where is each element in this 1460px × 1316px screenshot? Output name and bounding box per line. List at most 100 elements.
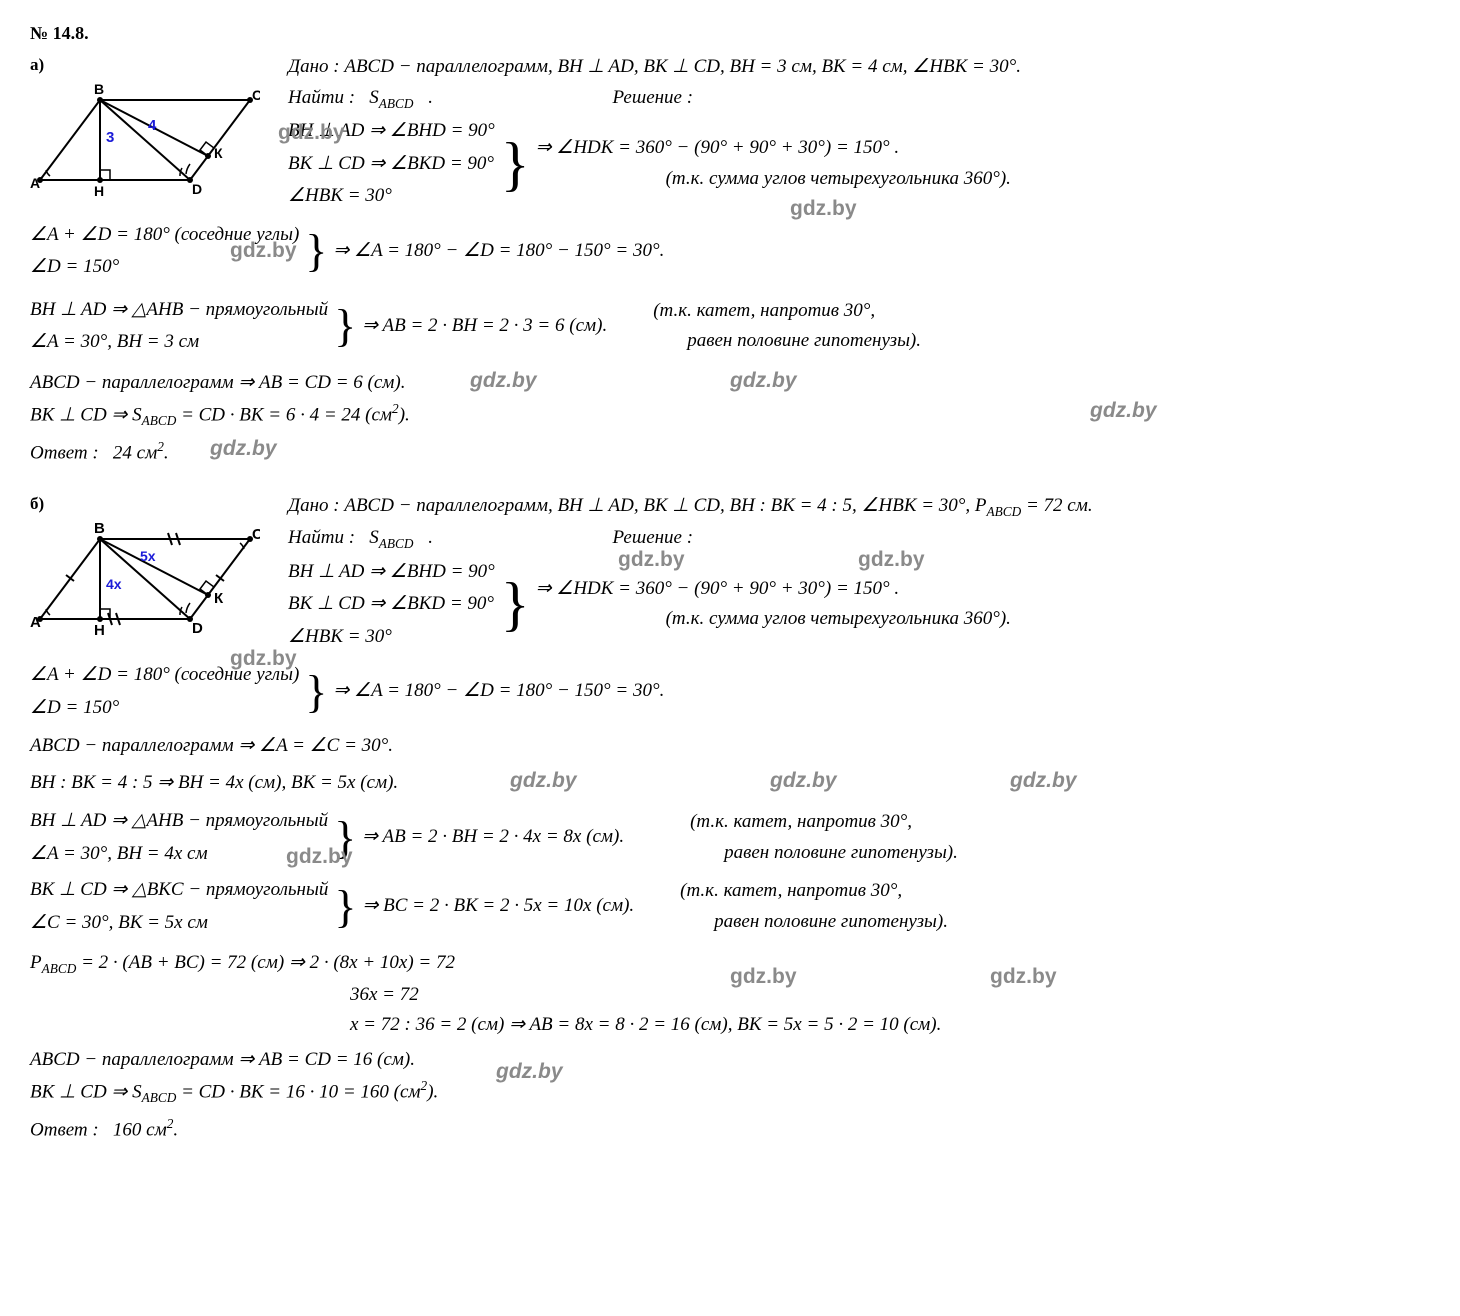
find-sym-b: S [369,527,379,548]
watermark: gdz.by [510,765,577,797]
b-ls-a: BК ⊥ CD ⇒ S [30,1082,142,1103]
a-ans-prefix: Ответ : [30,443,99,464]
b-d3-note1: (т.к. катет, напротив 30°, [690,808,958,837]
a-line5-a: BК ⊥ CD ⇒ S [30,405,142,426]
watermark: gdz.by [1090,395,1157,427]
given-sub-b: ABCD [987,504,1022,519]
b-d4-r: ⇒ BC = 2 · BК = 2 · 5x = 10x (см). [362,892,634,921]
svg-text:C: C [252,87,260,103]
brace-icon: } [501,138,530,190]
a-d2-r: ⇒ ∠A = 180° − ∠D = 180° − 150° = 30°. [333,237,664,266]
solution-label-b: Решение : [613,524,694,553]
b-perim-l1: PABCD = 2 · (AB + BC) = 72 (см) ⇒ 2 · (8… [30,949,1430,979]
svg-text:К: К [214,590,224,607]
b-line-s: BК ⊥ CD ⇒ SABCD = CD · BК = 16 · 10 = 16… [30,1076,1430,1108]
b-d4-l1: BК ⊥ CD ⇒ △BКC − прямоугольный [30,876,328,905]
brace-icon: } [334,818,356,858]
given-text-b2: = 72 см. [1021,495,1092,516]
a-d3-note1: (т.к. катет, напротив 30°, [653,297,921,326]
part-a-label: а) [30,55,44,74]
brace-icon: } [334,306,356,346]
a-d2-l2: ∠D = 150° [30,253,299,282]
watermark: gdz.by [1010,765,1077,797]
svg-text:4x: 4x [106,576,122,592]
brace-icon: } [305,672,327,712]
a-line5-b: = CD · BК = 6 · 4 = 24 (см [176,405,392,426]
b-d4-note1: (т.к. катет, напротив 30°, [680,877,948,906]
b-perim-l2: 36x = 72 [30,981,1430,1010]
a-line4-text: ABCD − параллелограмм ⇒ AB = CD = 6 (см)… [30,372,406,393]
part-b: б) A [30,490,1430,1145]
b-d3-l2: ∠A = 30°, BH = 4x см [30,840,328,869]
svg-text:D: D [192,181,202,197]
b-perim-l1-a: P [30,952,42,973]
b-line-ratio-text: BH : BК = 4 : 5 ⇒ BH = 4x (см), BК = 5x … [30,772,398,793]
b-d3-r: ⇒ AB = 2 · BH = 2 · 4x = 8x (см). [362,823,624,852]
b-perim-l1-sub: ABCD [42,961,77,976]
a-d1-l3: ∠HBК = 30° [288,182,495,211]
given-label-b: Дано : [288,495,340,516]
watermark: gdz.by [470,365,537,397]
a-line5-sup: 2 [392,401,399,416]
b-d3-note2: равен половине гипотенузы). [690,839,958,868]
diagram-a: A B C D H К 3 4 [30,80,260,200]
a-ans-val: 24 см [113,443,157,464]
b-ls-b: = CD · BК = 16 · 10 = 160 (см [176,1082,420,1103]
svg-text:5x: 5x [140,548,156,564]
a-ans-sup: 2 [157,439,164,454]
a-d3-note2: равен половине гипотенузы). [653,327,921,356]
svg-text:3: 3 [106,129,114,146]
find-sym-a: S [369,87,379,108]
watermark: gdz.by [770,765,837,797]
a-d1-r: ⇒ ∠HDК = 360° − (90° + 90° + 30°) = 150°… [536,134,1011,163]
b-ans-prefix: Ответ : [30,1120,99,1141]
find-label-a: Найти : [288,87,355,108]
a-ans-end: . [164,443,169,464]
b-ls-c: ). [427,1082,438,1103]
b-d1-l1: BH ⊥ AD ⇒ ∠BHD = 90° [288,558,495,587]
b-d1-l2: BК ⊥ CD ⇒ ∠BКD = 90° [288,590,495,619]
b-d4-note2: равен половине гипотенузы). [680,908,948,937]
b-d1-r: ⇒ ∠HDК = 360° − (90° + 90° + 30°) = 150°… [536,575,1011,604]
b-d1-note: (т.к. сумма углов четырехугольника 360°)… [536,605,1011,634]
part-a: а) A B [30,51,1430,468]
b-line-ac: ABCD − параллелограмм ⇒ ∠A = ∠C = 30°. [30,732,1430,761]
b-answer: Ответ : 160 см2. [30,1114,1430,1145]
find-sub-a: ABCD [379,95,414,110]
a-d1-note: (т.к. сумма углов четырехугольника 360°)… [536,165,1011,194]
a-d3-l2: ∠A = 30°, BH = 3 см [30,328,328,357]
a-d1-l1: BH ⊥ AD ⇒ ∠BHD = 90° [288,117,495,146]
watermark: gdz.by [210,433,277,465]
b-ans-end: . [173,1120,178,1141]
svg-text:A: A [30,614,41,631]
a-d3-r: ⇒ AB = 2 · BH = 2 · 3 = 6 (см). [362,312,607,341]
solution-label-a: Решение : [613,84,694,113]
diagram-b: A B C D H К 4x 5x [30,519,260,639]
svg-text:H: H [94,622,105,639]
find-label-b: Найти : [288,527,355,548]
svg-text:B: B [94,520,105,537]
given-label-a: Дано : [288,56,340,77]
brace-icon: } [334,887,356,927]
svg-text:D: D [192,620,203,637]
given-text-b: ABCD − параллелограмм, BH ⊥ AD, BК ⊥ CD,… [344,495,986,516]
b-d3-l1: BH ⊥ AD ⇒ △AHB − прямоугольный [30,807,328,836]
b-d1-l3: ∠HBК = 30° [288,623,495,652]
given-text-a: ABCD − параллелограмм, BH ⊥ AD, BК ⊥ CD,… [344,56,1021,77]
b-d2-l1: ∠A + ∠D = 180° (соседние углы) [30,661,299,690]
a-line5-c: ). [399,405,410,426]
b-ls-sub: ABCD [142,1090,177,1105]
b-perim-l3: x = 72 : 36 = 2 (см) ⇒ AB = 8x = 8 · 2 =… [30,1011,1430,1040]
a-d3-l1: BH ⊥ AD ⇒ △AHB − прямоугольный [30,296,328,325]
a-d2-l1: ∠A + ∠D = 180° (соседние углы) [30,221,299,250]
svg-text:H: H [94,183,104,199]
b-line-cd: ABCD − параллелограмм ⇒ AB = CD = 16 (см… [30,1046,1430,1075]
brace-icon: } [305,231,327,271]
svg-text:4: 4 [148,117,157,134]
svg-text:B: B [94,81,104,97]
b-line-ratio: BH : BК = 4 : 5 ⇒ BH = 4x (см), BК = 5x … [30,769,1430,798]
svg-text:К: К [214,145,223,161]
find-sub-b: ABCD [379,536,414,551]
b-d4-l2: ∠C = 30°, BК = 5x см [30,909,328,938]
a-line5-sub: ABCD [142,413,177,428]
